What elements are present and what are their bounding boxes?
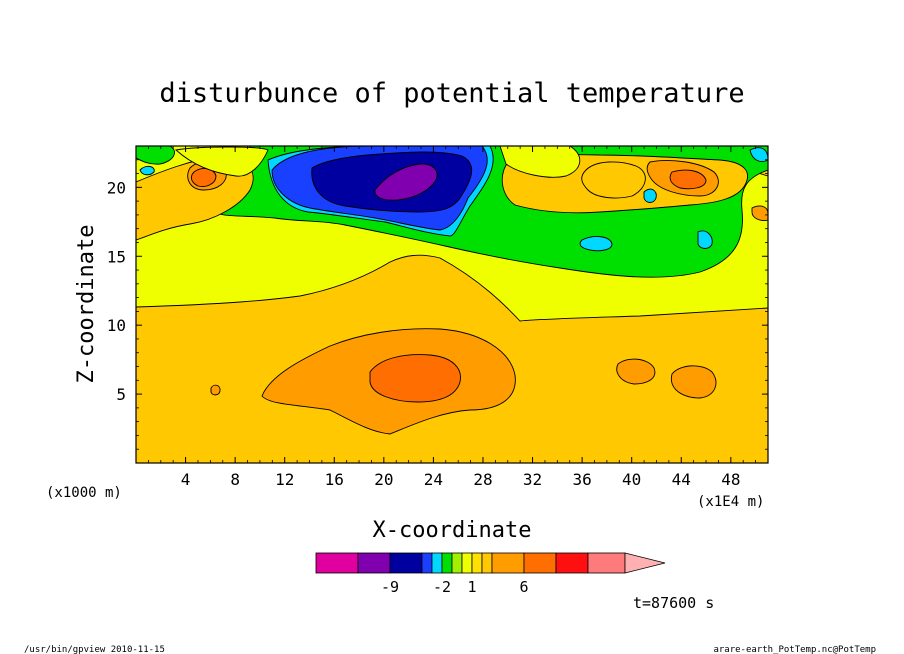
x-tick-label: 40 — [622, 470, 641, 489]
y-tick-label: 20 — [107, 178, 126, 197]
colorbar-swatch — [389, 552, 423, 574]
colorbar-swatch — [491, 552, 525, 574]
x-unit-left-label: (x1000 m) — [46, 485, 122, 501]
x-tick-label: 20 — [374, 470, 393, 489]
field-warm-blob-40 — [616, 358, 656, 385]
field-hot-dot-right — [669, 169, 707, 190]
colorbar-swatch — [481, 552, 493, 574]
colorbar-arrow — [624, 552, 666, 574]
colorbar-swatch — [441, 552, 453, 574]
field-left-green — [136, 146, 175, 165]
colorbar-swatch — [461, 552, 473, 574]
x-tick-label: 24 — [424, 470, 443, 489]
x-tick-label: 12 — [275, 470, 294, 489]
colorbar-tick-label: -9 — [381, 578, 399, 596]
x-tick-label: 44 — [672, 470, 691, 489]
field-warm-blob-45 — [670, 365, 717, 399]
x-tick-label: 48 — [721, 470, 740, 489]
x-tick-label: 8 — [230, 470, 240, 489]
field-warm-core-right-edge — [751, 205, 768, 221]
field-cyan-right-edge — [749, 147, 768, 162]
footer-source: arare-earth_PotTemp.nc@PotTemp — [713, 645, 876, 654]
field-yellow-right-top — [499, 146, 581, 178]
footer-program: /usr/bin/gpview 2010-11-15 — [24, 645, 165, 654]
colorbar-swatch — [555, 552, 589, 574]
x-unit-right-label: (x1E4 m) — [697, 494, 764, 510]
colorbar-tick-label: -2 — [433, 578, 451, 596]
x-tick-label: 32 — [523, 470, 542, 489]
x-tick-label: 36 — [572, 470, 591, 489]
field-orange-right-contour — [581, 161, 646, 199]
field-warm-dot-6 — [210, 384, 221, 396]
field-cyan-blob-46 — [697, 230, 713, 249]
x-tick-label: 16 — [325, 470, 344, 489]
chart-title: disturbunce of potential temperature — [159, 78, 744, 109]
field-cyan-left-top — [139, 165, 155, 176]
field-hot-core — [369, 354, 461, 403]
contour-field — [136, 146, 768, 463]
colorbar: -9 -2 1 6 — [315, 552, 666, 596]
y-axis-label: Z-coordinate — [74, 225, 99, 384]
colorbar-swatch — [421, 552, 433, 574]
field-purple-core — [374, 163, 438, 201]
colorbar-swatch — [587, 552, 626, 574]
colorbar-swatch — [471, 552, 483, 574]
field-cyan-blob-42 — [643, 188, 657, 203]
x-axis-label: X-coordinate — [373, 518, 532, 543]
colorbar-swatch — [357, 552, 391, 574]
colorbar-swatch — [431, 552, 443, 574]
field-cyan-blob-37 — [579, 236, 613, 252]
colorbar-tick-label: 6 — [519, 578, 528, 596]
y-tick-label: 15 — [107, 247, 126, 266]
colorbar-tick-label: 1 — [467, 578, 476, 596]
plot-frame — [135, 145, 769, 464]
colorbar-swatch — [451, 552, 463, 574]
field-yellow-band-top — [175, 146, 269, 177]
x-tick-label: 4 — [181, 470, 191, 489]
colorbar-swatch — [523, 552, 557, 574]
x-tick-label: 28 — [473, 470, 492, 489]
time-label: t=87600 s — [633, 594, 714, 612]
y-tick-label: 10 — [107, 316, 126, 335]
colorbar-swatch — [315, 552, 359, 574]
y-tick-label: 5 — [116, 385, 126, 404]
